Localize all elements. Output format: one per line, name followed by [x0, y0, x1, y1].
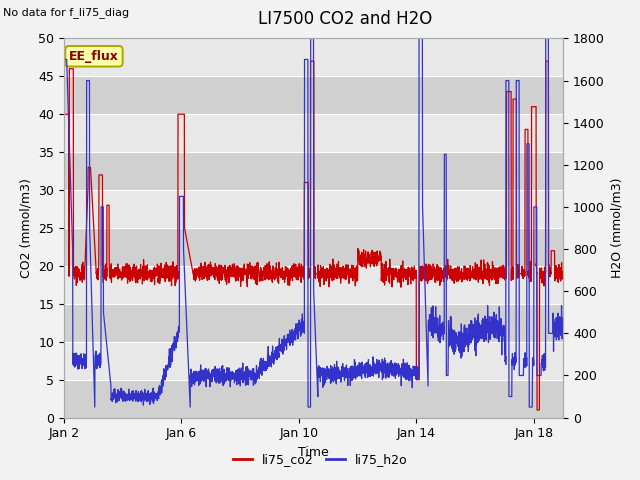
Y-axis label: H2O (mmol/m3): H2O (mmol/m3) — [611, 178, 623, 278]
Bar — [64, 38, 563, 76]
Bar — [64, 190, 563, 228]
Bar — [64, 228, 563, 266]
Y-axis label: CO2 (mmol/m3): CO2 (mmol/m3) — [20, 178, 33, 278]
Bar — [64, 342, 563, 380]
Bar — [64, 380, 563, 418]
Bar — [64, 114, 563, 152]
Bar — [64, 266, 563, 304]
Text: No data for f_li75_diag: No data for f_li75_diag — [3, 7, 129, 18]
Legend: li75_co2, li75_h2o: li75_co2, li75_h2o — [228, 448, 412, 471]
X-axis label: Time: Time — [298, 446, 329, 459]
Bar — [64, 152, 563, 190]
Text: EE_flux: EE_flux — [69, 50, 119, 63]
Bar — [64, 304, 563, 342]
Text: LI7500 CO2 and H2O: LI7500 CO2 and H2O — [259, 10, 433, 28]
Bar — [64, 76, 563, 114]
